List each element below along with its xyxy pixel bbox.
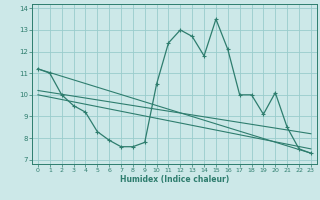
X-axis label: Humidex (Indice chaleur): Humidex (Indice chaleur) <box>120 175 229 184</box>
